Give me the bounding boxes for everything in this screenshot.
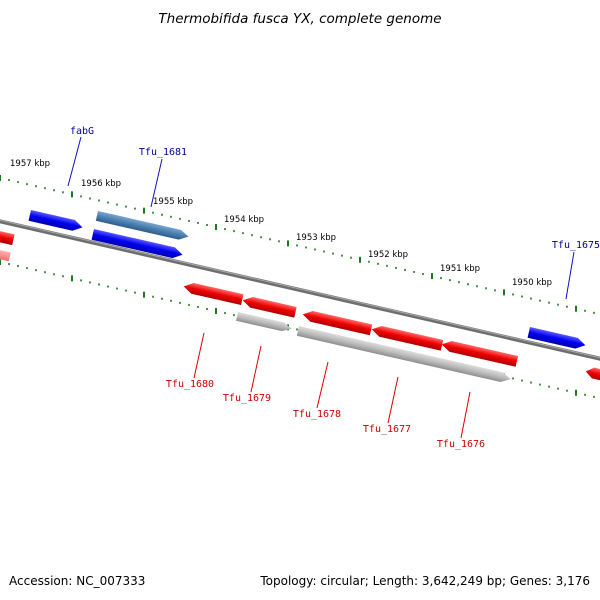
gene-arrow-tfu-1675[interactable] xyxy=(527,327,587,351)
gene-label-tfu-1680[interactable]: Tfu_1680 xyxy=(166,379,214,390)
leader-line xyxy=(150,158,163,208)
scale-label: 1950 kbp xyxy=(512,278,552,288)
scale-label: 1956 kbp xyxy=(81,179,121,189)
gene-label-tfu-1681[interactable]: Tfu_1681 xyxy=(139,147,187,158)
gene-arrow-tfu-1679[interactable] xyxy=(242,295,297,318)
label-leader-lines xyxy=(67,136,575,439)
gene-arrow-fabg[interactable] xyxy=(28,210,84,233)
leader-line xyxy=(250,345,262,393)
accession-text: Accession: NC_007333 xyxy=(9,574,146,588)
gene-label-tfu-1678[interactable]: Tfu_1678 xyxy=(293,409,341,420)
scale-label: 1952 kbp xyxy=(368,250,408,260)
leader-line xyxy=(387,376,399,424)
scale-label: 1954 kbp xyxy=(224,215,264,225)
gene-features xyxy=(0,210,600,384)
leader-line xyxy=(193,332,205,379)
leader-line xyxy=(565,251,575,300)
gene-arrow-tfu-1678[interactable] xyxy=(302,309,373,336)
gene-arrow-tfu-1677[interactable] xyxy=(371,324,444,351)
scale-ticks-outer xyxy=(0,175,595,314)
scale-label: 1955 kbp xyxy=(153,197,193,207)
gene-label-tfu-1676[interactable]: Tfu_1676 xyxy=(437,439,485,450)
gene-label-fabg[interactable]: fabG xyxy=(70,126,94,137)
gene-label-tfu-1677[interactable]: Tfu_1677 xyxy=(363,424,411,435)
map-title: Thermobifida fusca YX, complete genome xyxy=(158,11,441,27)
leader-line xyxy=(460,391,471,439)
genome-summary-text: Topology: circular; Length: 3,642,249 bp… xyxy=(260,574,590,588)
scale-label: 1953 kbp xyxy=(296,233,336,243)
leader-line xyxy=(67,136,82,187)
gene-arrow-tfu-1680[interactable] xyxy=(183,281,244,306)
scale-labels: 1957 kbp 1956 kbp 1955 kbp 1954 kbp 1953 kbp… xyxy=(10,159,552,288)
cds-arrow-tfu-1678-1676 xyxy=(296,326,511,383)
scale-label: 1957 kbp xyxy=(10,159,50,169)
gene-arrow-tfu-1676[interactable] xyxy=(441,339,519,367)
scale-label: 1951 kbp xyxy=(440,264,480,274)
gene-arrow-tfu-1681-cds[interactable] xyxy=(91,229,184,260)
leader-line xyxy=(316,361,329,409)
gene-arrow-left-partial[interactable] xyxy=(0,222,15,246)
gene-label-tfu-1675[interactable]: Tfu_1675 xyxy=(552,240,600,251)
gene-arrow-tfu-1681[interactable] xyxy=(95,211,190,242)
gene-arrow-right-partial[interactable] xyxy=(585,366,600,384)
genome-backbone-highlight xyxy=(0,219,600,359)
cds-arrow-tfu-1679 xyxy=(236,312,292,332)
gene-labels: fabG Tfu_1681 Tfu_1675 Tfu_1680 Tfu_1679 Tfu_… xyxy=(70,126,600,450)
gene-label-tfu-1679[interactable]: Tfu_1679 xyxy=(223,393,271,404)
